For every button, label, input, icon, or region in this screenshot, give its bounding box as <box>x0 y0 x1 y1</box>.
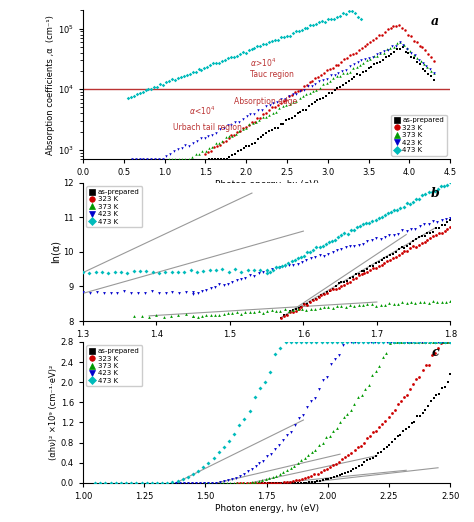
Y-axis label: ln(α): ln(α) <box>51 240 61 264</box>
Text: a: a <box>431 15 439 28</box>
Y-axis label: (αhν)² ×10⁹ (cm⁻¹·eV)²: (αhν)² ×10⁹ (cm⁻¹·eV)² <box>49 365 58 460</box>
Text: Absorption edge: Absorption edge <box>234 97 297 106</box>
Legend: as-prepared, 323 K, 373 K, 423 K, 473 K: as-prepared, 323 K, 373 K, 423 K, 473 K <box>391 115 447 156</box>
Text: $\alpha$<10$^4$: $\alpha$<10$^4$ <box>189 104 215 117</box>
Text: Tauc region: Tauc region <box>250 69 294 79</box>
Text: Urbach tail region: Urbach tail region <box>173 123 242 132</box>
X-axis label: Photon energy, hν (eV): Photon energy, hν (eV) <box>215 180 319 189</box>
Text: b: b <box>430 187 439 200</box>
Text: $\alpha$>10$^4$: $\alpha$>10$^4$ <box>250 56 276 68</box>
X-axis label: Photon energy, hν (eV): Photon energy, hν (eV) <box>215 342 319 351</box>
Y-axis label: Absorption coefficients ,α  (cm⁻¹): Absorption coefficients ,α (cm⁻¹) <box>46 15 55 155</box>
Text: c: c <box>432 346 439 359</box>
Legend: as-prepared, 323 K, 373 K, 423 K, 473 K: as-prepared, 323 K, 373 K, 423 K, 473 K <box>86 346 142 386</box>
Legend: as-prepared, 323 K, 373 K, 423 K, 473 K: as-prepared, 323 K, 373 K, 423 K, 473 K <box>86 186 142 227</box>
X-axis label: Photon energy, hν (eV): Photon energy, hν (eV) <box>215 504 319 513</box>
